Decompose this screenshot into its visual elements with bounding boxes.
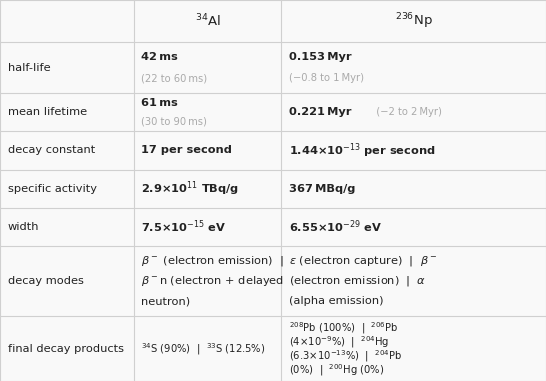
- Text: $^{34}$S (90%)  |  $^{33}$S (12.5%): $^{34}$S (90%) | $^{33}$S (12.5%): [141, 341, 266, 357]
- Text: $\epsilon$ (electron capture)  |  $\beta^-$: $\epsilon$ (electron capture) | $\beta^-…: [289, 254, 437, 268]
- Text: (22 to 60 ms): (22 to 60 ms): [141, 73, 207, 83]
- Text: $^{236}$Np: $^{236}$Np: [395, 11, 432, 31]
- Text: 6.55×10$^{-29}$ eV: 6.55×10$^{-29}$ eV: [289, 218, 382, 235]
- Text: half-life: half-life: [8, 62, 50, 73]
- Text: (30 to 90 ms): (30 to 90 ms): [141, 117, 207, 126]
- Text: decay modes: decay modes: [8, 276, 84, 286]
- Text: 61 ms: 61 ms: [141, 98, 178, 108]
- Text: $\beta^-$ (electron emission)  |: $\beta^-$ (electron emission) |: [141, 254, 284, 268]
- Text: 2.9×10$^{11}$ TBq/g: 2.9×10$^{11}$ TBq/g: [141, 179, 239, 198]
- Text: (electron emission)  |  $\alpha$: (electron emission) | $\alpha$: [289, 274, 426, 288]
- Text: 7.5×10$^{-15}$ eV: 7.5×10$^{-15}$ eV: [141, 218, 227, 235]
- Text: (−0.8 to 1 Myr): (−0.8 to 1 Myr): [289, 73, 364, 83]
- Text: (4×10$^{-9}$%)  |  $^{204}$Hg: (4×10$^{-9}$%) | $^{204}$Hg: [289, 334, 389, 350]
- Text: (−2 to 2 Myr): (−2 to 2 Myr): [370, 107, 442, 117]
- Text: neutron): neutron): [141, 296, 191, 306]
- Text: 42 ms: 42 ms: [141, 52, 178, 62]
- Text: (0%)  |  $^{200}$Hg (0%): (0%) | $^{200}$Hg (0%): [289, 362, 384, 378]
- Text: $^{34}$Al: $^{34}$Al: [194, 13, 221, 29]
- Text: 0.221 Myr: 0.221 Myr: [289, 107, 351, 117]
- Text: (alpha emission): (alpha emission): [289, 296, 383, 306]
- Text: 367 MBq/g: 367 MBq/g: [289, 184, 355, 194]
- Text: 17 per second: 17 per second: [141, 146, 232, 155]
- Text: decay constant: decay constant: [8, 146, 95, 155]
- Text: specific activity: specific activity: [8, 184, 97, 194]
- Text: width: width: [8, 222, 39, 232]
- Text: 0.153 Myr: 0.153 Myr: [289, 52, 352, 62]
- Text: final decay products: final decay products: [8, 344, 123, 354]
- Text: $^{208}$Pb (100%)  |  $^{206}$Pb: $^{208}$Pb (100%) | $^{206}$Pb: [289, 320, 398, 336]
- Text: 1.44×10$^{-13}$ per second: 1.44×10$^{-13}$ per second: [289, 141, 435, 160]
- Text: mean lifetime: mean lifetime: [8, 107, 87, 117]
- Text: $\beta^-$n (electron + delayed: $\beta^-$n (electron + delayed: [141, 274, 284, 288]
- Text: (6.3×10$^{-13}$%)  |  $^{204}$Pb: (6.3×10$^{-13}$%) | $^{204}$Pb: [289, 349, 402, 364]
